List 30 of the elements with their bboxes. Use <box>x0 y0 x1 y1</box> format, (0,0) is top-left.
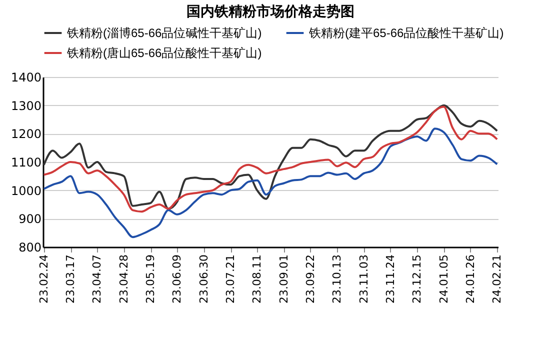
legend-label: 铁精粉(建平65-66品位酸性干基矿山) <box>308 26 504 40</box>
y-tick-label: 800 <box>18 240 42 254</box>
y-tick-label: 1000 <box>10 184 42 198</box>
y-tick-label: 1200 <box>10 127 42 142</box>
x-tick-label: 23.11.03 <box>357 254 370 304</box>
x-tick-label: 23.09.22 <box>304 254 317 304</box>
x-tick-label: 23.09.01 <box>277 254 290 304</box>
chart-title: 国内铁精粉市场价格走势图 <box>186 3 354 20</box>
x-tick-label: 23.02.24 <box>37 254 50 304</box>
x-tick-label: 23.06.09 <box>170 254 184 304</box>
legend-label: 铁精粉(淄博65-66品位碱性干基矿山) <box>66 26 262 40</box>
line-series <box>42 128 498 238</box>
x-tick-label: 23.04.28 <box>117 254 130 304</box>
y-tick-label: 1300 <box>10 98 42 113</box>
x-tick-label: 23.12.15 <box>410 254 424 304</box>
x-tick-label: 23.10.13 <box>330 254 344 304</box>
x-tick-label: 23.05.19 <box>144 254 158 304</box>
x-tick-label: 23.11.24 <box>384 254 397 304</box>
y-tick-label: 1400 <box>10 70 42 84</box>
x-tick-label: 24.01.26 <box>464 254 477 304</box>
x-tick-label: 24.01.05 <box>437 254 450 304</box>
x-tick-label: 24.02.21 <box>490 254 504 304</box>
x-tick-label: 23.07.21 <box>224 254 238 304</box>
legend-label: 铁精粉(唐山65-66品位酸性干基矿山) <box>66 46 262 60</box>
x-tick-label: 23.06.30 <box>197 254 210 304</box>
x-tick-label: 23.04.07 <box>90 254 104 304</box>
x-tick-label: 23.08.11 <box>250 254 264 304</box>
x-tick-label: 23.03.17 <box>64 254 78 304</box>
y-tick-label: 900 <box>18 212 42 226</box>
y-tick-label: 1100 <box>10 156 42 170</box>
